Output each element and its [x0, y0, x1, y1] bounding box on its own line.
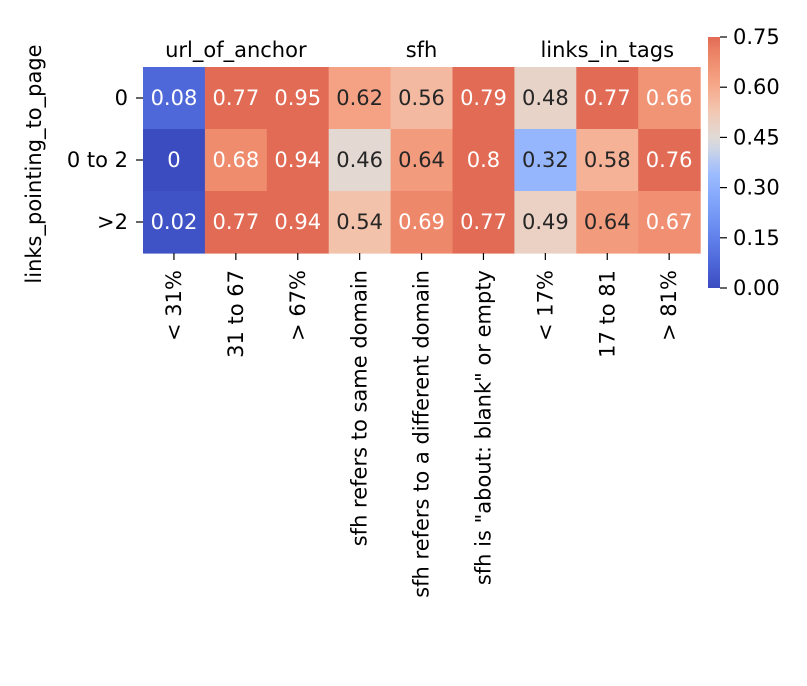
heatmap-cell: [390, 67, 454, 130]
cell-value-label: 0.58: [584, 148, 631, 172]
colorbar-tick-label: 0.60: [733, 75, 780, 99]
heatmap-cell: [204, 67, 268, 130]
heatmap-cell: [514, 191, 577, 254]
heatmap-cell: [266, 67, 330, 130]
x-tick-label: sfh refers to a different domain: [410, 270, 434, 598]
heatmap-cell: [452, 129, 515, 192]
x-tick-label: 31 to 67: [224, 270, 248, 358]
cell-value-label: 0.54: [336, 210, 383, 234]
heatmap-cell: [390, 191, 454, 254]
heatmap-cell: [143, 191, 206, 254]
heatmap-cell: [514, 129, 577, 192]
cell-value-label: 0.8: [467, 148, 500, 172]
cell-value-label: 0.76: [646, 148, 693, 172]
colorbar-tick-label: 0.00: [733, 276, 780, 300]
heatmap-cell: [576, 191, 639, 254]
colorbar-tick-label: 0.45: [733, 125, 780, 149]
cell-value-label: 0.46: [336, 148, 383, 172]
x-tick-label: sfh refers to same domain: [348, 270, 372, 546]
heatmap-cell: [576, 129, 639, 192]
cell-value-label: 0.62: [336, 86, 383, 110]
cell-value-label: 0.95: [274, 86, 321, 110]
y-tick-label: 0 to 2: [67, 148, 128, 172]
heatmap-cell: [452, 191, 515, 254]
cell-value-label: 0.68: [212, 148, 259, 172]
heatmap-cell: [638, 191, 701, 254]
y-tick-label: 0: [115, 86, 128, 110]
heatmap-cell: [390, 129, 454, 192]
heatmap-cell: [143, 67, 206, 130]
heatmap-cell: [204, 191, 268, 254]
cell-value-label: 0.32: [522, 148, 569, 172]
cell-value-label: 0.08: [151, 86, 198, 110]
heatmap-cell: [328, 67, 392, 130]
heatmap-cell: [452, 67, 515, 130]
cell-value-label: 0.77: [460, 210, 507, 234]
cell-value-label: 0.64: [398, 148, 445, 172]
cell-value-label: 0: [167, 148, 180, 172]
y-tick-label: >2: [97, 210, 128, 234]
heatmap-cell: [328, 129, 392, 192]
group-label: url_of_anchor: [165, 38, 307, 63]
colorbar-tick-label: 0.15: [733, 226, 780, 250]
y-axis-label: links_pointing_to_page: [22, 44, 47, 283]
cell-value-label: 0.66: [646, 86, 693, 110]
cell-value-label: 0.79: [460, 86, 507, 110]
cell-value-label: 0.48: [522, 86, 569, 110]
cell-value-label: 0.56: [398, 86, 445, 110]
x-tick-label: > 67%: [286, 270, 310, 341]
x-tick-label: 17 to 81: [595, 270, 619, 358]
x-tick-label: < 31%: [162, 270, 186, 341]
heatmap-cell: [638, 67, 701, 130]
heatmap-cell: [266, 129, 330, 192]
cell-value-label: 0.94: [274, 148, 321, 172]
cell-value-label: 0.94: [274, 210, 321, 234]
colorbar-tick-label: 0.30: [733, 176, 780, 200]
x-tick-label: > 81%: [657, 270, 681, 341]
cell-value-label: 0.77: [212, 86, 259, 110]
heatmap-cell: [143, 129, 206, 192]
heatmap-cell: [266, 191, 330, 254]
cell-value-label: 0.77: [584, 86, 631, 110]
colorbar-tick-label: 0.75: [733, 25, 780, 49]
cell-value-label: 0.69: [398, 210, 445, 234]
cell-value-label: 0.67: [646, 210, 693, 234]
heatmap-cell: [576, 67, 639, 130]
heatmap-cell: [328, 191, 392, 254]
cell-value-label: 0.49: [522, 210, 569, 234]
cell-value-label: 0.02: [151, 210, 198, 234]
heatmap-cell: [514, 67, 577, 130]
group-label: sfh: [406, 38, 438, 62]
x-tick-label: sfh is "about: blank" or empty: [471, 270, 495, 585]
cell-value-label: 0.64: [584, 210, 631, 234]
heatmap-cell: [204, 129, 268, 192]
group-label: links_in_tags: [540, 38, 674, 63]
heatmap-cell: [638, 129, 701, 192]
colorbar: [708, 37, 720, 288]
x-tick-label: < 17%: [533, 270, 557, 341]
cell-value-label: 0.77: [212, 210, 259, 234]
